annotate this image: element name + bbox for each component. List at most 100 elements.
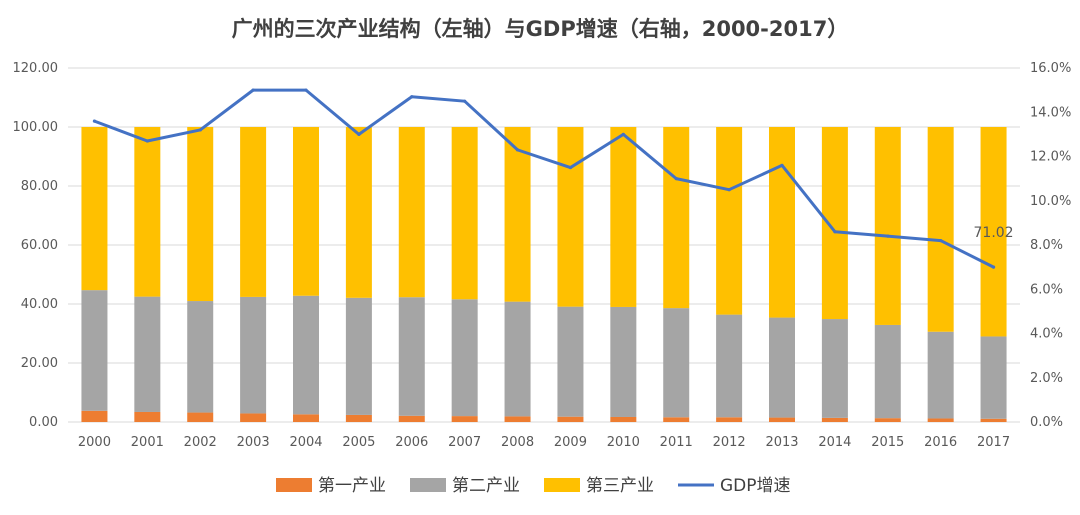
right-tick-label: 4.0% [1030, 327, 1063, 342]
x-tick-label: 2000 [78, 435, 111, 450]
right-tick-label: 8.0% [1030, 238, 1063, 253]
gdp-growth-point [463, 99, 467, 103]
x-tick-label: 2003 [237, 435, 270, 450]
legend-label: 第三产业 [586, 476, 654, 496]
bar-segment [398, 415, 425, 422]
x-axis: 2000 2001 2002 2003 2004 2005 2006 2007 2008 2009… [78, 435, 1010, 450]
bar-segment [716, 127, 743, 315]
gdp-growth-point [780, 163, 784, 167]
bar-segment [663, 127, 690, 309]
left-tick-label: 120.00 [13, 61, 59, 76]
right-tick-label: 14.0% [1030, 105, 1071, 120]
x-tick-label: 2016 [924, 435, 957, 450]
gdp-growth-point [251, 88, 255, 92]
bar-segment [716, 417, 743, 422]
bar-segment [345, 297, 372, 415]
bar-segment [504, 127, 531, 302]
x-tick-label: 2013 [765, 435, 798, 450]
x-tick-label: 2001 [131, 435, 164, 450]
x-tick-label: 2014 [818, 435, 851, 450]
bar-segment [980, 418, 1007, 422]
bar-segment [769, 417, 795, 422]
bar-segment [874, 127, 901, 325]
left-tick-label: 60.00 [21, 238, 58, 253]
chart-title: 广州的三次产业结构（左轴）与GDP增速（右轴，2000-2017） [232, 17, 849, 41]
x-tick-label: 2012 [713, 435, 746, 450]
bar-segment [504, 416, 531, 422]
left-tick-label: 100.00 [13, 120, 59, 135]
bar-segment [663, 308, 690, 418]
legend-item: 第一产业 [276, 476, 386, 496]
bar-segment [927, 331, 954, 419]
bar-segment [293, 414, 319, 422]
gdp-growth-point [198, 128, 202, 132]
x-tick-label: 2005 [342, 435, 375, 450]
bar-segment [240, 413, 267, 422]
gdp-growth-point [145, 139, 149, 143]
bar-segment [557, 306, 584, 417]
right-tick-label: 12.0% [1030, 150, 1071, 165]
left-tick-label: 0.00 [29, 415, 58, 430]
gdp-growth-point [304, 88, 308, 92]
x-tick-label: 2002 [184, 435, 217, 450]
gdp-growth-point [568, 165, 573, 170]
gdp-growth-point [991, 265, 996, 269]
left-tick-label: 80.00 [21, 179, 58, 194]
legend-item: 第三产业 [544, 476, 654, 496]
bar-segment [240, 127, 267, 297]
right-tick-label: 0.0% [1030, 415, 1063, 430]
annotations: 71.02 [974, 225, 1014, 241]
right-tick-label: 10.0% [1030, 194, 1071, 209]
right-tick-label: 6.0% [1030, 282, 1063, 297]
bar-segment [240, 296, 267, 414]
bar-segment [874, 418, 901, 422]
x-tick-label: 2009 [554, 435, 587, 450]
right-tick-label: 2.0% [1030, 371, 1063, 386]
left-tick-label: 40.00 [21, 297, 58, 312]
bar-segment [293, 127, 319, 296]
x-tick-label: 2006 [395, 435, 428, 450]
bar-segment [81, 127, 108, 291]
bar-segment [610, 306, 637, 417]
bar-segment [610, 416, 637, 422]
gridlines [68, 67, 1020, 423]
legend-item: 第二产业 [410, 476, 520, 496]
legend-swatch [544, 478, 580, 492]
gdp-line [92, 88, 996, 269]
right-axis: 0.0% 2.0% 4.0% 6.0% 8.0% 10.0% 12.0% 14.0% 16.0% [1030, 61, 1071, 430]
x-tick-label: 2004 [289, 435, 322, 450]
gdp-growth-point [357, 132, 361, 136]
legend-swatch [276, 478, 312, 492]
gdp-growth-point [939, 238, 943, 243]
bar-segment [187, 412, 214, 422]
x-tick-label: 2015 [871, 435, 904, 450]
bar-segment [81, 410, 108, 422]
x-tick-label: 2017 [977, 435, 1010, 450]
gdp-growth-point [886, 234, 890, 238]
bar-segment [610, 127, 637, 307]
gdp-growth-point [727, 188, 731, 192]
gdp-growth-point [92, 119, 97, 123]
data-label: 71.02 [974, 225, 1014, 241]
bar-segment [769, 317, 795, 418]
legend-item: GDP增速 [678, 476, 791, 496]
left-tick-label: 20.00 [21, 356, 58, 371]
bar-segment [769, 127, 795, 318]
x-tick-label: 2008 [501, 435, 534, 450]
gdp-growth-line [92, 88, 996, 269]
bar-segment [451, 416, 478, 422]
bar-segment [81, 290, 108, 411]
bar-segment [293, 295, 319, 415]
bar-segment [451, 127, 478, 300]
bar-segment [451, 299, 478, 417]
bars [81, 127, 1007, 422]
bar-segment [504, 301, 531, 417]
legend-label: 第一产业 [318, 476, 386, 496]
bar-segment [134, 296, 161, 412]
bar-segment [821, 319, 848, 418]
gdp-growth-point [674, 177, 678, 181]
legend: 第一产业 第二产业 第三产业 GDP增速 [276, 476, 791, 496]
legend-swatch [410, 478, 446, 492]
bar-segment [716, 314, 743, 418]
